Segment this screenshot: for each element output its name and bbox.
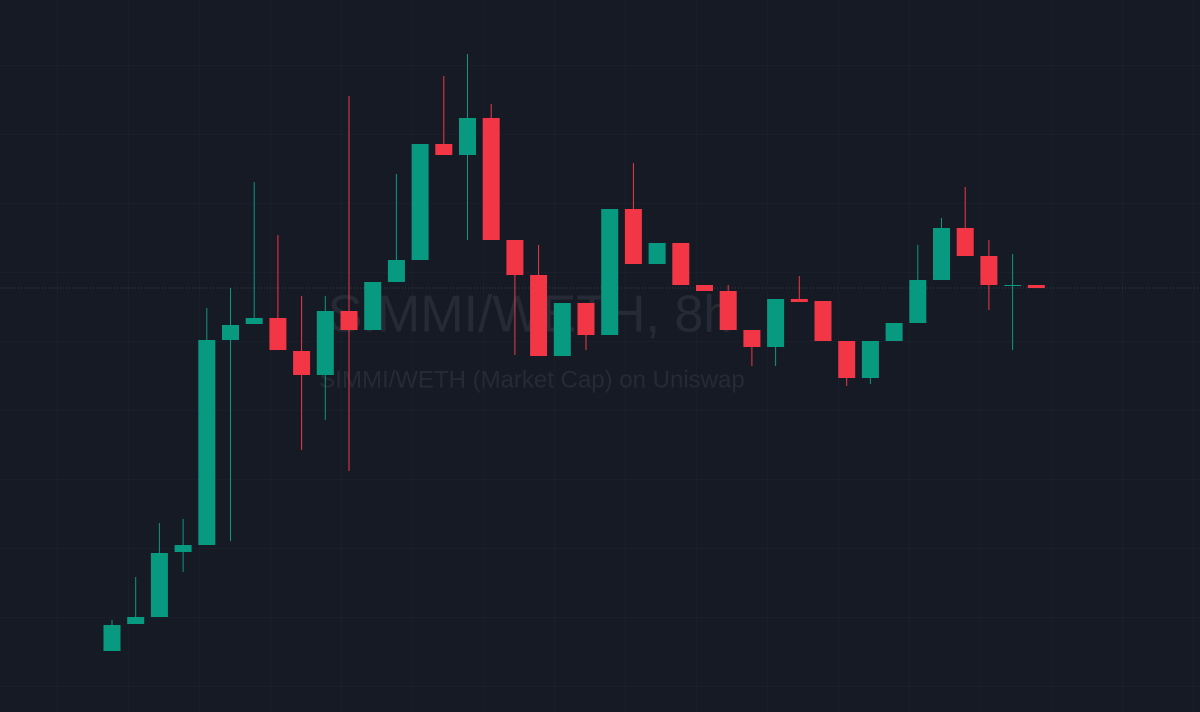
candle-body [269,318,287,350]
candle-body [909,280,927,323]
candle-body [387,260,405,282]
candle-body [743,330,761,347]
candle-body [790,299,808,302]
candle-body [767,299,785,347]
candle-body [648,243,666,264]
candle-body [340,311,358,330]
candle-body [222,325,239,340]
candle-body [980,256,998,285]
candle-body [506,240,524,275]
candle-body [1027,285,1045,288]
candle-body [624,209,642,264]
watermark-title: SIMMI/WETH, 8h [328,286,732,344]
candle-body [245,318,263,324]
candle-body [838,341,856,378]
candle-body [293,351,311,375]
candle-body [103,625,121,651]
candle-body [553,303,571,356]
candle-body [672,243,690,285]
candle-body [577,303,595,335]
candle-body [885,323,903,341]
candle-body [530,275,548,356]
candle-body [174,545,192,552]
plot-area [0,54,1200,651]
candle-body [150,553,168,617]
candle-body [861,341,879,378]
candle-body [956,228,974,256]
candle-body [814,301,832,341]
candle-body [719,291,737,330]
candle-body [127,617,145,624]
candle-body [933,228,950,280]
watermark-subtitle: SIMMI/WETH (Market Cap) on Uniswap [319,366,744,393]
candle-body [411,144,429,260]
candle-body [435,144,453,155]
candle-body [364,282,382,330]
candle-body [601,209,619,335]
candle-body [1004,285,1022,286]
candle-body [482,118,500,240]
candle-body [459,118,476,155]
candle-body [198,340,216,545]
candle-body [696,285,713,291]
candle-body [316,311,334,375]
